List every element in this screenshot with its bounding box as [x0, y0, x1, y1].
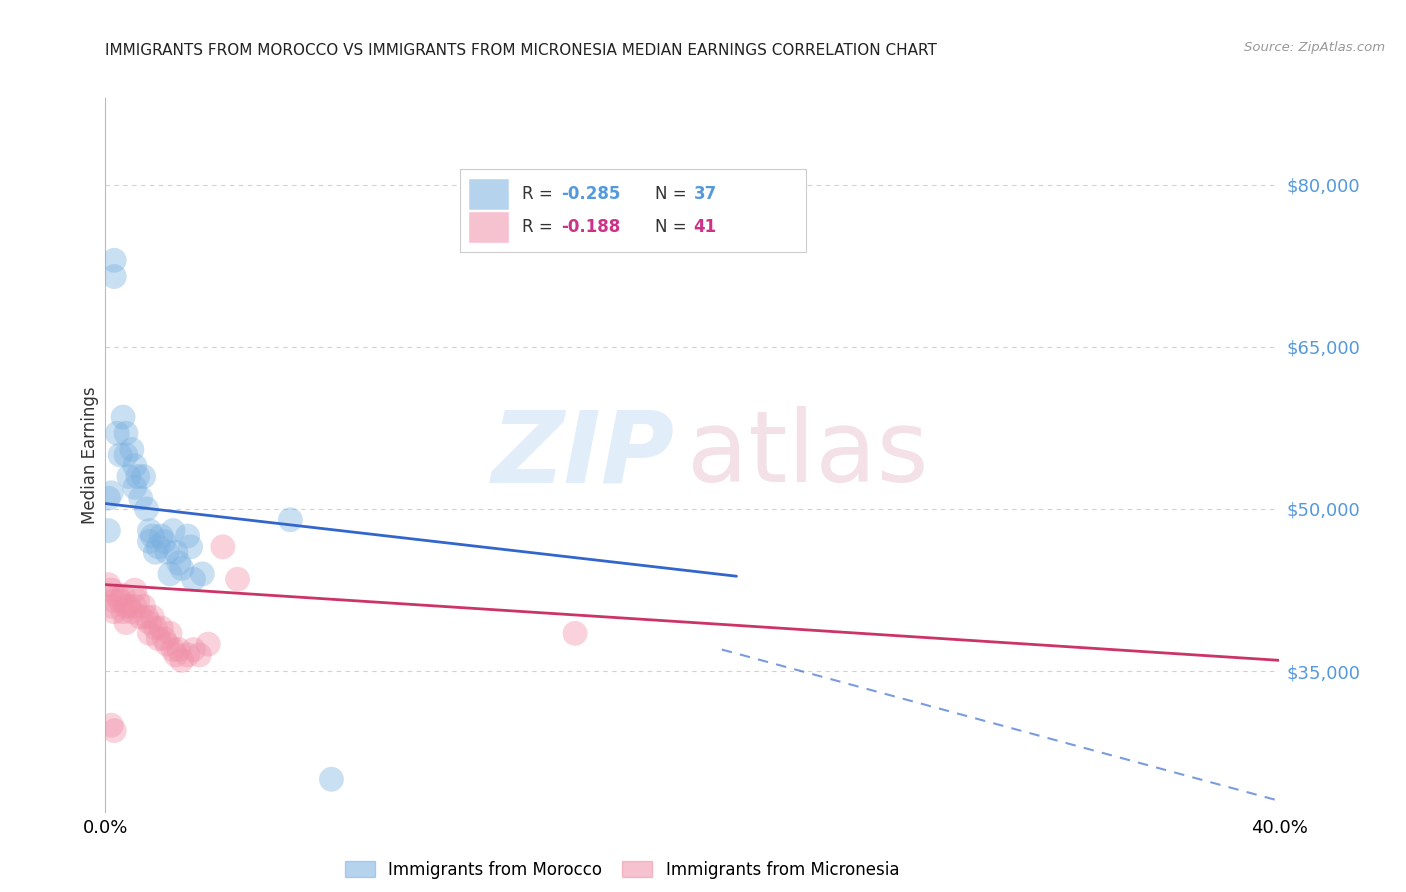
Point	[188, 648, 211, 662]
Point	[176, 529, 198, 543]
Point	[183, 572, 205, 586]
Point	[112, 410, 135, 425]
Text: atlas: atlas	[686, 407, 928, 503]
Point	[112, 589, 135, 603]
Point	[150, 529, 173, 543]
Point	[108, 448, 131, 462]
Point	[97, 491, 120, 505]
Text: 41: 41	[693, 218, 717, 235]
Point	[129, 491, 152, 505]
Point	[141, 610, 163, 624]
Point	[100, 718, 122, 732]
Point	[321, 772, 343, 787]
Point	[162, 642, 184, 657]
Point	[138, 626, 160, 640]
FancyBboxPatch shape	[470, 211, 508, 242]
Legend: Immigrants from Morocco, Immigrants from Micronesia: Immigrants from Morocco, Immigrants from…	[339, 855, 905, 886]
Point	[165, 648, 187, 662]
Point	[211, 540, 233, 554]
Point	[127, 469, 149, 483]
Point	[135, 502, 157, 516]
Point	[103, 723, 125, 738]
Point	[108, 594, 131, 608]
Point	[138, 524, 160, 538]
Point	[100, 583, 122, 598]
Point	[150, 621, 173, 635]
Point	[280, 513, 302, 527]
Text: R =: R =	[522, 218, 558, 235]
Point	[156, 637, 179, 651]
Point	[564, 626, 586, 640]
Point	[153, 632, 176, 646]
Point	[159, 626, 181, 640]
FancyBboxPatch shape	[460, 169, 806, 252]
Point	[103, 269, 125, 284]
Point	[143, 545, 166, 559]
Point	[183, 642, 205, 657]
Point	[127, 594, 149, 608]
Point	[103, 605, 125, 619]
Point	[124, 458, 146, 473]
Point	[97, 524, 120, 538]
Point	[100, 599, 122, 614]
Y-axis label: Median Earnings: Median Earnings	[80, 386, 98, 524]
Point	[118, 469, 141, 483]
Text: 37: 37	[693, 186, 717, 203]
Point	[165, 545, 187, 559]
Point	[167, 556, 190, 570]
Point	[97, 577, 120, 591]
Text: R =: R =	[522, 186, 558, 203]
Point	[100, 485, 122, 500]
Point	[226, 572, 249, 586]
Point	[167, 642, 190, 657]
Point	[159, 566, 181, 581]
Point	[103, 594, 125, 608]
Point	[141, 529, 163, 543]
Text: N =: N =	[655, 186, 692, 203]
Point	[105, 589, 128, 603]
Point	[197, 637, 219, 651]
Point	[124, 480, 146, 494]
Point	[124, 599, 146, 614]
Point	[153, 534, 176, 549]
Point	[143, 621, 166, 635]
Text: Source: ZipAtlas.com: Source: ZipAtlas.com	[1244, 40, 1385, 54]
Point	[112, 605, 135, 619]
Point	[124, 583, 146, 598]
Point	[138, 534, 160, 549]
Point	[191, 566, 214, 581]
Point	[170, 653, 193, 667]
Point	[176, 648, 198, 662]
Point	[103, 253, 125, 268]
Point	[115, 599, 138, 614]
Text: -0.188: -0.188	[561, 218, 620, 235]
Point	[115, 426, 138, 441]
Text: IMMIGRANTS FROM MOROCCO VS IMMIGRANTS FROM MICRONESIA MEDIAN EARNINGS CORRELATIO: IMMIGRANTS FROM MOROCCO VS IMMIGRANTS FR…	[105, 43, 938, 58]
Point	[115, 615, 138, 630]
Point	[121, 605, 143, 619]
Point	[162, 524, 184, 538]
Point	[135, 610, 157, 624]
Point	[118, 599, 141, 614]
Point	[180, 540, 202, 554]
Point	[138, 615, 160, 630]
Point	[121, 442, 143, 457]
Point	[170, 561, 193, 575]
Text: N =: N =	[655, 218, 692, 235]
Point	[156, 545, 179, 559]
Point	[105, 426, 128, 441]
Point	[132, 469, 155, 483]
Text: -0.285: -0.285	[561, 186, 620, 203]
FancyBboxPatch shape	[470, 179, 508, 210]
Point	[129, 610, 152, 624]
Point	[148, 632, 170, 646]
Point	[132, 599, 155, 614]
Point	[115, 448, 138, 462]
Point	[148, 540, 170, 554]
Text: ZIP: ZIP	[492, 407, 675, 503]
